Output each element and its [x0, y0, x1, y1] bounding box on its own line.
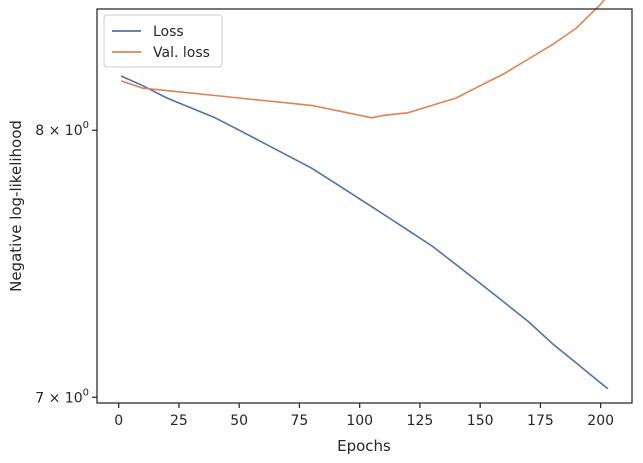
- y-axis-label: Negative log-likelihood: [7, 120, 25, 292]
- x-tick-label: 0: [114, 413, 123, 429]
- series-line-1: [120, 0, 606, 119]
- legend: Loss Val. loss: [103, 14, 223, 68]
- x-tick-label: 175: [527, 413, 554, 429]
- plot-frame: [96, 8, 633, 404]
- x-axis-label: Epochs: [337, 437, 391, 455]
- x-tick-label: 25: [170, 413, 188, 429]
- x-tick-label: 125: [407, 413, 434, 429]
- x-tick-label: 50: [230, 413, 248, 429]
- legend-label: Loss: [153, 24, 184, 40]
- plot-lines: [120, 0, 609, 390]
- x-tick-label: 200: [587, 413, 614, 429]
- y-tick-label: 8 × 100: [35, 120, 89, 139]
- x-tick-label: 100: [346, 413, 373, 429]
- y-axis-ticks: 8 × 100 7 × 100: [35, 120, 97, 406]
- legend-label: Val. loss: [153, 45, 210, 61]
- x-tick-label: 150: [467, 413, 494, 429]
- x-tick-label: 75: [291, 413, 309, 429]
- y-tick-label: 7 × 100: [35, 387, 89, 406]
- x-axis-ticks: 0 25 50 75 100 125 150 175 200: [114, 403, 614, 429]
- legend-box: [103, 14, 223, 68]
- series-line-0: [120, 75, 609, 390]
